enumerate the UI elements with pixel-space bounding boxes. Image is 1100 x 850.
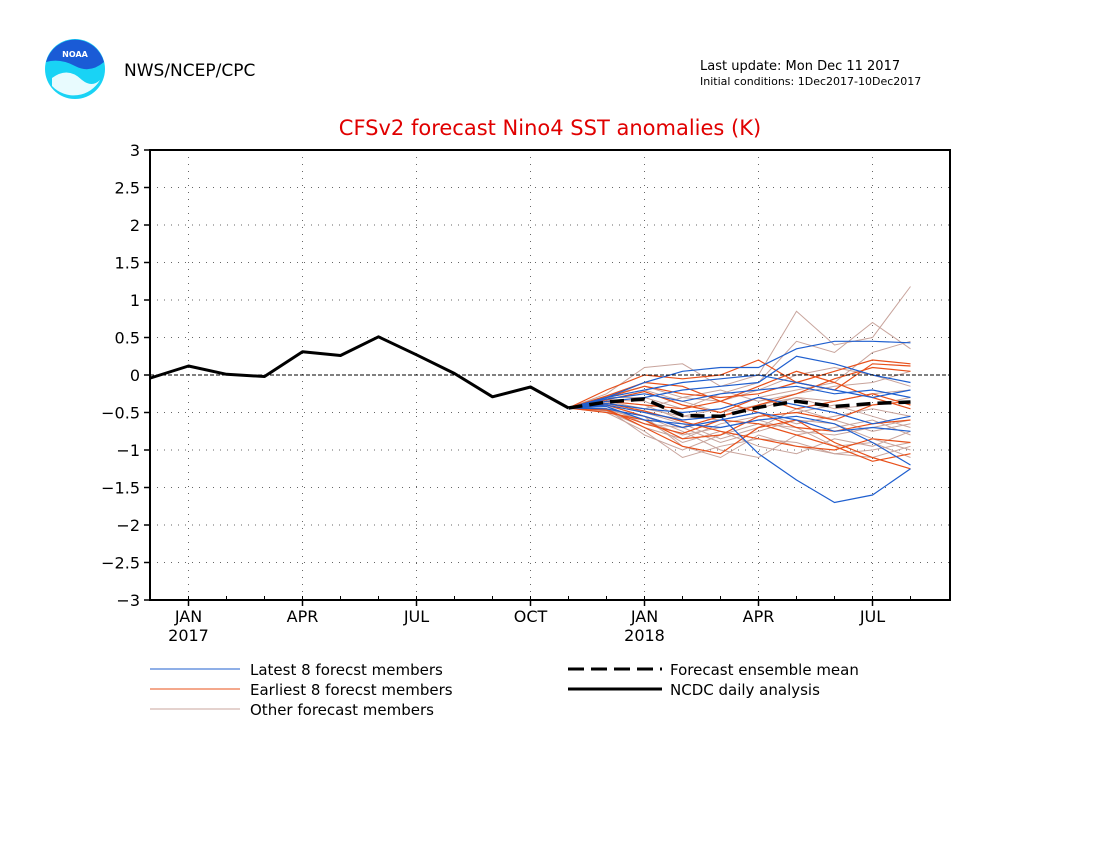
noaa-logo-text: NOAA <box>62 50 88 59</box>
noaa-logo-wave <box>52 72 100 96</box>
y-tick-label: −1.5 <box>101 479 140 498</box>
legend-label-ensemble-mean: Forecast ensemble mean <box>670 661 859 679</box>
latest-members-layer <box>568 340 911 504</box>
x-tick-label: JAN <box>174 607 202 626</box>
y-tick-label: 2 <box>130 216 140 235</box>
y-tick-label: 1 <box>130 291 140 310</box>
ensemble-mean-line <box>568 397 911 419</box>
noaa-logo: NOAA <box>45 39 105 99</box>
y-tick-label: 0.5 <box>115 329 140 348</box>
y-tick-label: 0 <box>130 366 140 385</box>
latest-member-line <box>568 385 911 409</box>
latest-member-line <box>568 407 911 432</box>
x-tick-year-label: 2018 <box>624 626 665 645</box>
earliest-member-line <box>568 390 911 414</box>
y-tick-label: 3 <box>130 141 140 160</box>
earliest-member-line <box>568 400 911 440</box>
y-tick-label: 1.5 <box>115 254 140 273</box>
earliest-member-line <box>568 407 911 470</box>
earliest-member-line <box>568 359 911 409</box>
y-tick-label: −1 <box>116 441 140 460</box>
latest-member-line <box>568 340 911 409</box>
latest-member-line <box>568 374 911 409</box>
earliest-member-line <box>568 381 911 432</box>
latest-member-line <box>568 355 911 409</box>
analysis-line <box>150 335 570 410</box>
chart-title: CFSv2 forecast Nino4 SST anomalies (K) <box>339 116 761 140</box>
other-member-line <box>568 404 911 440</box>
initial-conditions-label: Initial conditions: 1Dec2017-10Dec2017 <box>700 75 921 88</box>
y-tick-label: −0.5 <box>101 404 140 423</box>
x-tick-year-label: 2017 <box>168 626 209 645</box>
earliest-member-line <box>568 370 911 410</box>
latest-member-line <box>568 405 911 466</box>
x-tick-label: JUL <box>859 607 885 626</box>
legend-label-other: Other forecast members <box>250 701 434 719</box>
legend-label-analysis: NCDC daily analysis <box>670 681 820 699</box>
other-member-line <box>568 286 911 409</box>
y-tick-label: 2.5 <box>115 179 140 198</box>
x-tick-label: OCT <box>514 607 548 626</box>
analysis-layer <box>150 335 570 410</box>
y-tick-label: −2 <box>116 516 140 535</box>
last-update-label: Last update: Mon Dec 11 2017 <box>700 59 900 74</box>
axis-layer: 32.521.510.50−0.5−1−1.5−2−2.5−3JAN2017AP… <box>101 141 951 645</box>
y-tick-label: −2.5 <box>101 554 140 573</box>
ensemble-mean-layer <box>568 397 911 419</box>
latest-member-line <box>568 404 911 504</box>
other-member-line <box>568 407 911 455</box>
latest-member-line <box>568 396 911 425</box>
earliest-member-line <box>568 407 911 462</box>
x-tick-label: APR <box>287 607 319 626</box>
x-tick-label: JUL <box>403 607 429 626</box>
x-tick-label: JAN <box>630 607 658 626</box>
other-member-line <box>568 321 911 410</box>
y-tick-label: −3 <box>116 591 140 610</box>
noaa-logo-top <box>46 39 104 70</box>
legend-label-earliest: Earliest 8 forecst members <box>250 681 453 699</box>
legend-label-latest: Latest 8 forecst members <box>250 661 443 679</box>
legend: Latest 8 forecst members Earliest 8 fore… <box>150 661 859 719</box>
agency-label: NWS/NCEP/CPC <box>124 61 255 81</box>
x-tick-label: APR <box>743 607 775 626</box>
